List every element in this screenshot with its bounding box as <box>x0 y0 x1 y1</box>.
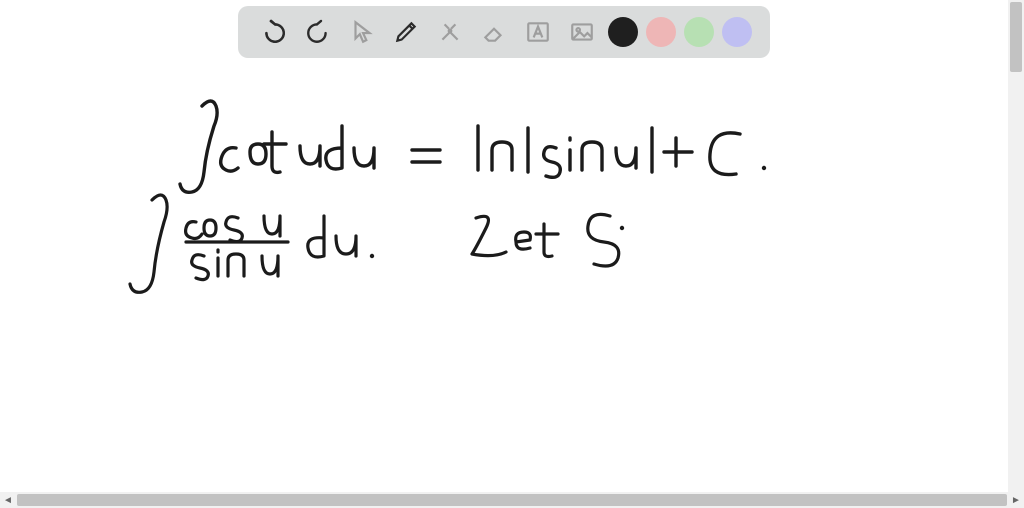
scroll-right-arrow[interactable]: ► <box>1008 492 1024 508</box>
drawing-canvas[interactable] <box>0 0 1008 492</box>
handwriting-layer <box>0 0 1008 492</box>
vertical-scroll-thumb[interactable] <box>1010 2 1022 72</box>
scroll-left-arrow[interactable]: ◄ <box>0 492 16 508</box>
horizontal-scroll-thumb[interactable] <box>17 494 1007 506</box>
whiteboard-app: ◄ ► <box>0 0 1024 508</box>
horizontal-scrollbar[interactable]: ◄ ► <box>0 492 1024 508</box>
line-2 <box>130 195 624 292</box>
vertical-scrollbar[interactable] <box>1008 0 1024 492</box>
line-1 <box>180 101 766 192</box>
